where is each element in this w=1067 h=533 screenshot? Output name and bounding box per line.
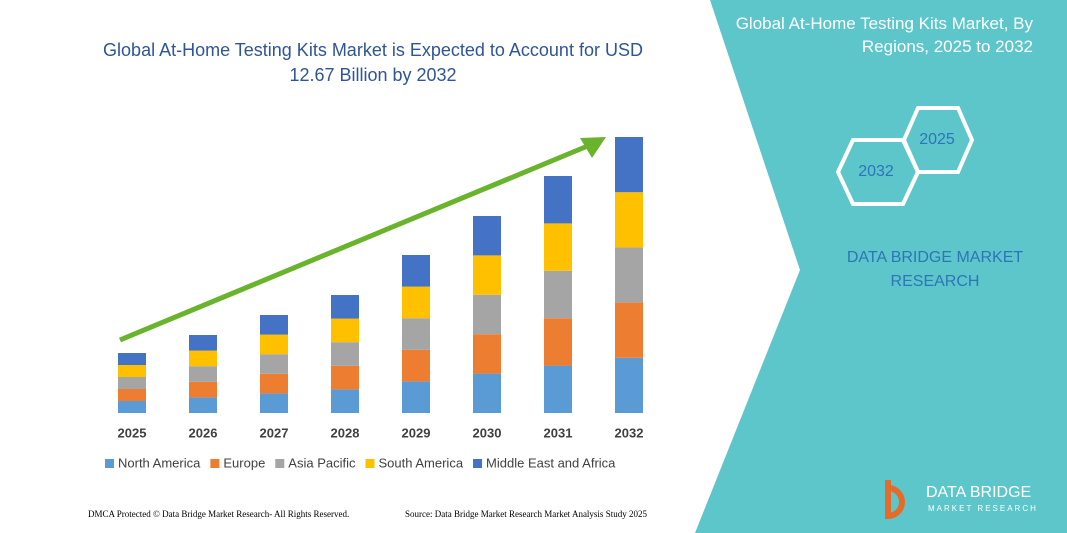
x-tick-label: 2028 bbox=[331, 425, 360, 440]
plot: 2025 2026 2027 2028 2029 2030 2031 2032 North Am… bbox=[105, 137, 643, 470]
bar-segment bbox=[402, 349, 430, 382]
bar-segment bbox=[473, 334, 501, 374]
bar-segment bbox=[331, 389, 359, 413]
bar-segment bbox=[544, 270, 572, 319]
x-tick-label: 2027 bbox=[260, 425, 289, 440]
bar-segment bbox=[402, 255, 430, 287]
hex-label: 2025 bbox=[919, 131, 955, 148]
bar-segment bbox=[189, 381, 217, 398]
brand: DATA BRIDGE MARKET RESEARCH bbox=[846, 249, 1024, 290]
bar-segment bbox=[402, 381, 430, 413]
bar-segment bbox=[260, 334, 288, 355]
x-tick-label: 2032 bbox=[615, 425, 644, 440]
bar-segment bbox=[331, 295, 359, 319]
x-tick-label: 2030 bbox=[473, 425, 502, 440]
bar-segment bbox=[331, 342, 359, 366]
x-tick-label: 2029 bbox=[402, 425, 431, 440]
x-tick-label: 2026 bbox=[189, 425, 218, 440]
bar-segment bbox=[544, 365, 572, 413]
bar-segment bbox=[402, 318, 430, 350]
bar-segment bbox=[544, 318, 572, 366]
bar-segment bbox=[331, 365, 359, 390]
side-panel bbox=[695, 0, 1067, 533]
bar-segment bbox=[118, 353, 146, 365]
legend-label: South America bbox=[379, 455, 464, 470]
bar-segment bbox=[118, 377, 146, 389]
arrow-head bbox=[580, 137, 606, 158]
bar-segment bbox=[615, 137, 643, 193]
bar-segment bbox=[615, 302, 643, 358]
legend-swatch bbox=[105, 459, 114, 468]
logo-name: DATA BRIDGE bbox=[926, 484, 1031, 501]
chart-title: Global At-Home Testing Kits Market is Ex… bbox=[103, 40, 643, 85]
bar-segment bbox=[189, 335, 217, 351]
legend-swatch bbox=[275, 459, 285, 468]
bar-segment bbox=[189, 366, 217, 382]
logo-sub: MARKET RESEARCH bbox=[928, 504, 1038, 513]
x-tick-label: 2031 bbox=[544, 425, 573, 440]
logo: DATA BRIDGE MARKET RESEARCH bbox=[885, 480, 1038, 520]
bar-segment bbox=[118, 365, 146, 377]
bar-segment bbox=[189, 397, 217, 413]
footer-left: DMCA Protected © Data Bridge Market Rese… bbox=[88, 509, 349, 519]
bar-segment bbox=[544, 223, 572, 271]
footer-right: Source: Data Bridge Market Research Mark… bbox=[405, 509, 647, 519]
bar-segment bbox=[473, 216, 501, 256]
legend-label: Asia Pacific bbox=[288, 455, 356, 470]
legend-label: North America bbox=[118, 455, 201, 470]
x-tick-label: 2025 bbox=[118, 425, 147, 440]
panel-title: Global At-Home Testing Kits Market, By R… bbox=[735, 14, 1033, 56]
legend-label: Europe bbox=[223, 455, 265, 470]
legend-swatch bbox=[473, 459, 483, 468]
bar-segment bbox=[615, 357, 643, 413]
hexagon bbox=[901, 106, 975, 174]
bar-segment bbox=[473, 255, 501, 295]
bar-segment bbox=[260, 373, 288, 394]
bar-segment bbox=[473, 373, 501, 413]
bar-segment bbox=[473, 294, 501, 335]
bar-segment bbox=[260, 354, 288, 374]
trend-arrow bbox=[119, 142, 591, 343]
bar-segment bbox=[260, 393, 288, 413]
bar-segment bbox=[544, 176, 572, 224]
bar-segment bbox=[118, 389, 146, 401]
bar-segment bbox=[615, 192, 643, 248]
bar-segment bbox=[260, 315, 288, 335]
bar-segment bbox=[118, 401, 146, 413]
hex-label: 2032 bbox=[858, 163, 894, 180]
bar-segment bbox=[331, 318, 359, 343]
legend-label: Middle East and Africa bbox=[486, 455, 616, 470]
bar-segment bbox=[615, 247, 643, 303]
bar-segment bbox=[189, 350, 217, 367]
bar-segment bbox=[402, 286, 430, 319]
legend-swatch bbox=[210, 459, 220, 468]
legend-swatch bbox=[365, 459, 375, 468]
